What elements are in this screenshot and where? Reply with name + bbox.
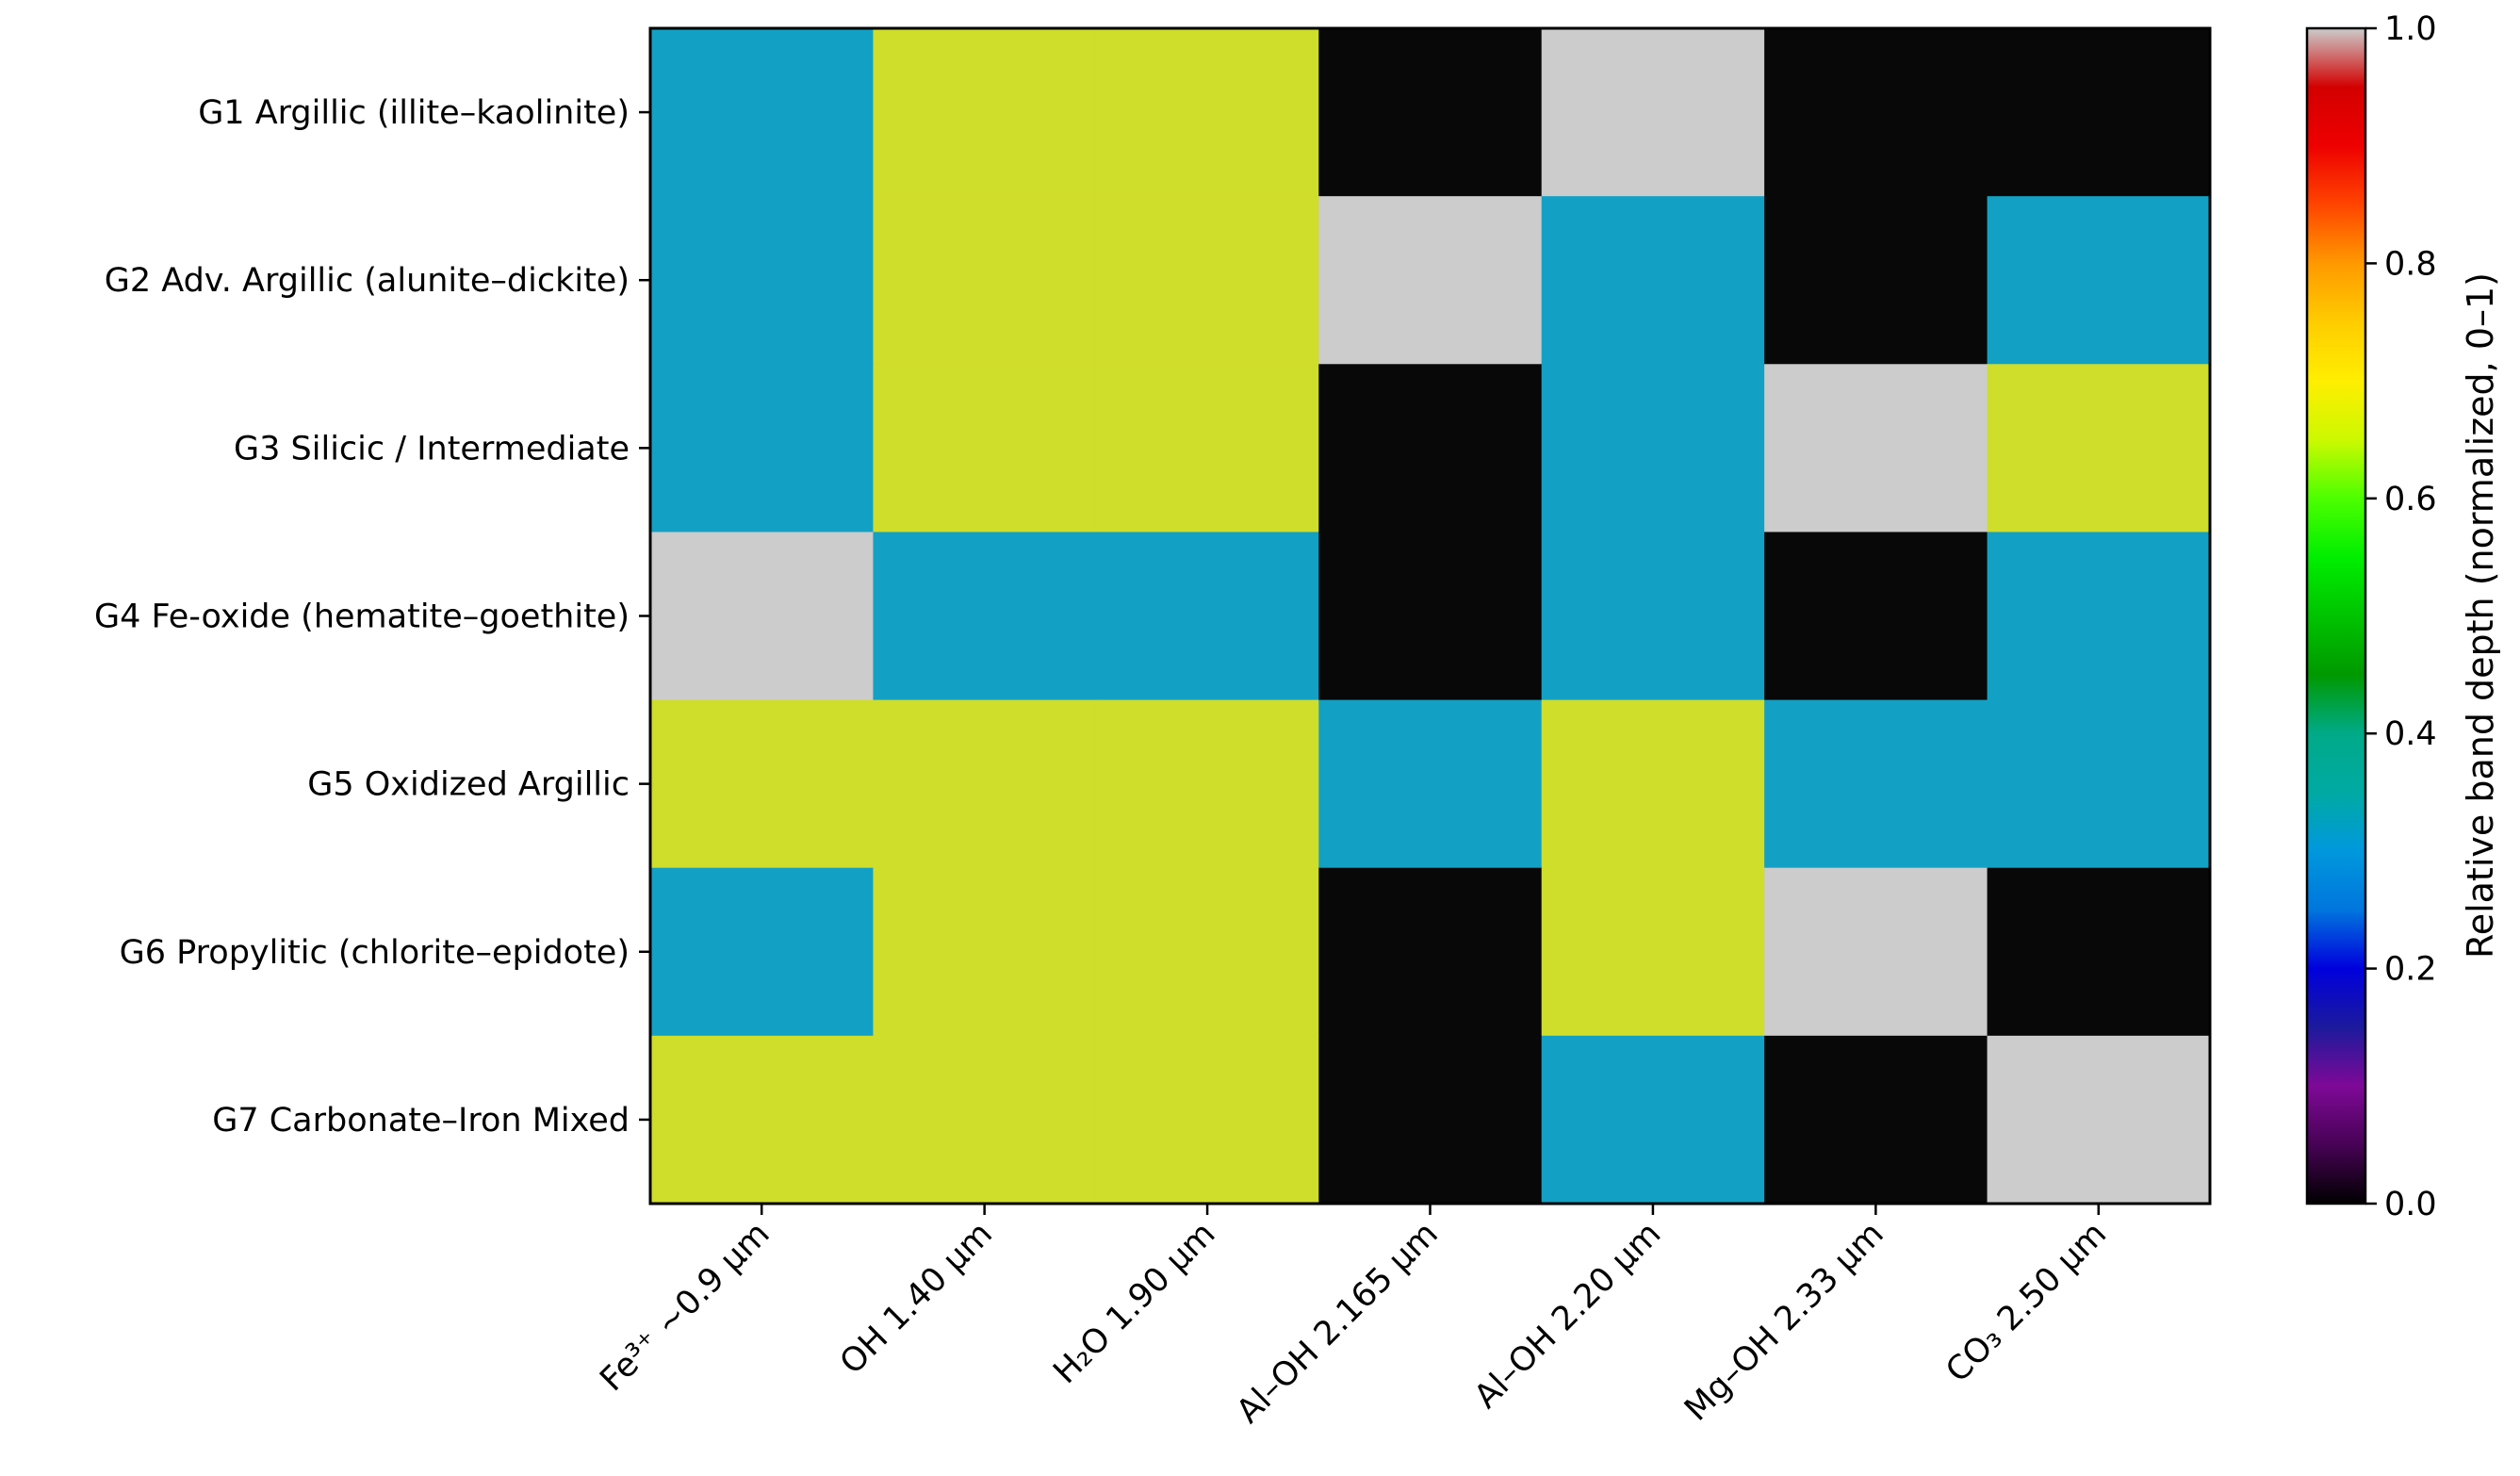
heatmap-cell — [1987, 196, 2211, 365]
heatmap-cell — [650, 28, 875, 197]
x-tick-label: Mg–OH 2.33 µm — [1677, 1215, 1891, 1429]
heatmap-cell — [1764, 867, 1988, 1037]
heatmap-cell — [1987, 532, 2211, 701]
heatmap-cell — [650, 196, 875, 365]
heatmap-cell — [1318, 532, 1543, 701]
heatmap-cell — [650, 364, 875, 533]
heatmap-cell — [1095, 364, 1319, 533]
heatmap-cell — [1095, 699, 1319, 869]
y-tick-label: G5 Oxidized Argillic — [307, 766, 630, 804]
x-tick-label: H₂O 1.90 µm — [1046, 1215, 1222, 1391]
y-tick-label: G6 Propylitic (chlorite–epidote) — [120, 934, 630, 972]
heatmap-cell — [1095, 867, 1319, 1037]
colorbar-label: Relative band depth (normalized, 0–1) — [2460, 272, 2501, 959]
heatmap-cell — [1095, 28, 1319, 197]
heatmap-cell — [873, 867, 1097, 1037]
heatmap-cell — [873, 28, 1097, 197]
heatmap-cell — [1095, 532, 1319, 701]
y-tick-label: G4 Fe-oxide (hematite–goethite) — [94, 599, 630, 636]
heatmap-cell — [650, 699, 875, 869]
heatmap-cell — [1764, 532, 1988, 701]
colorbar-gradient — [2305, 26, 2367, 1205]
heatmap-cell — [1541, 699, 1765, 869]
heatmap-cell — [873, 196, 1097, 365]
heatmap-cell — [1541, 1035, 1765, 1205]
y-tick-label: G7 Carbonate–Iron Mixed — [212, 1102, 630, 1140]
heatmap-cell — [873, 1035, 1097, 1205]
heatmap-cell — [1318, 364, 1543, 533]
heatmap-cell — [1764, 1035, 1988, 1205]
heatmap-cell — [1764, 28, 1988, 197]
colorbar-tick-label: 0.8 — [2384, 245, 2437, 283]
heatmap-cell — [1541, 28, 1765, 197]
heatmap-cell — [1764, 364, 1988, 533]
heatmap-cell — [1095, 1035, 1319, 1205]
heatmap-cell — [1541, 196, 1765, 365]
heatmap-cell — [1764, 196, 1988, 365]
heatmap-cell — [1318, 28, 1543, 197]
heatmap-cell — [650, 532, 875, 701]
heatmap-cell — [1318, 699, 1543, 869]
heatmap-cell — [1541, 532, 1765, 701]
colorbar-tick-label: 0.4 — [2384, 715, 2437, 753]
colorbar-tick-label: 1.0 — [2384, 10, 2437, 48]
heatmap-cell — [873, 532, 1097, 701]
x-tick-label: Fe³⁺ ~0.9 µm — [594, 1215, 777, 1399]
heatmap-cell — [1987, 699, 2211, 869]
heatmap-cell — [873, 364, 1097, 533]
x-tick-label: Al–OH 2.165 µm — [1230, 1215, 1446, 1431]
heatmap-cell — [1764, 699, 1988, 869]
colorbar-ticks: 0.0 0.2 0.4 0.6 0.8 1.0 — [2365, 10, 2437, 1223]
heatmap-cell — [1318, 196, 1543, 365]
heatmap-cell — [650, 867, 875, 1037]
colorbar-tick-label: 0.6 — [2384, 481, 2437, 518]
colorbar: 0.0 0.2 0.4 0.6 0.8 1.0 Relative band depth (… — [2305, 10, 2501, 1223]
colorbar-tick-label: 0.0 — [2384, 1186, 2437, 1223]
y-tick-label: G1 Argillic (illite–kaolinite) — [198, 94, 630, 132]
heatmap-cell — [1541, 364, 1765, 533]
heatmap-cell — [1987, 1035, 2211, 1205]
heatmap-cell — [1318, 1035, 1543, 1205]
heatmap-cell — [873, 699, 1097, 869]
x-tick-label: OH 1.40 µm — [833, 1215, 1000, 1382]
colorbar-tick-label: 0.2 — [2384, 951, 2437, 989]
heatmap-cell — [1987, 28, 2211, 197]
y-tick-label: G2 Adv. Argillic (alunite–dickite) — [105, 262, 630, 300]
heatmap-cell — [1095, 196, 1319, 365]
x-tick-label: CO₃ 2.50 µm — [1939, 1215, 2114, 1390]
heatmap-cell — [650, 1035, 875, 1205]
y-axis: G1 Argillic (illite–kaolinite) G2 Adv. Ar… — [94, 94, 650, 1140]
heatmap-cell — [1987, 867, 2211, 1037]
heatmap-cell — [1541, 867, 1765, 1037]
x-axis: Fe³⁺ ~0.9 µm OH 1.40 µm H₂O 1.90 µm Al–OH 2… — [594, 1204, 2114, 1431]
heatmap-cell — [1318, 867, 1543, 1037]
y-tick-label: G3 Silicic / Intermediate — [234, 430, 630, 467]
heatmap-cells — [650, 28, 2211, 1205]
heatmap-cell — [1987, 364, 2211, 533]
x-tick-label: Al–OH 2.20 µm — [1467, 1215, 1668, 1416]
